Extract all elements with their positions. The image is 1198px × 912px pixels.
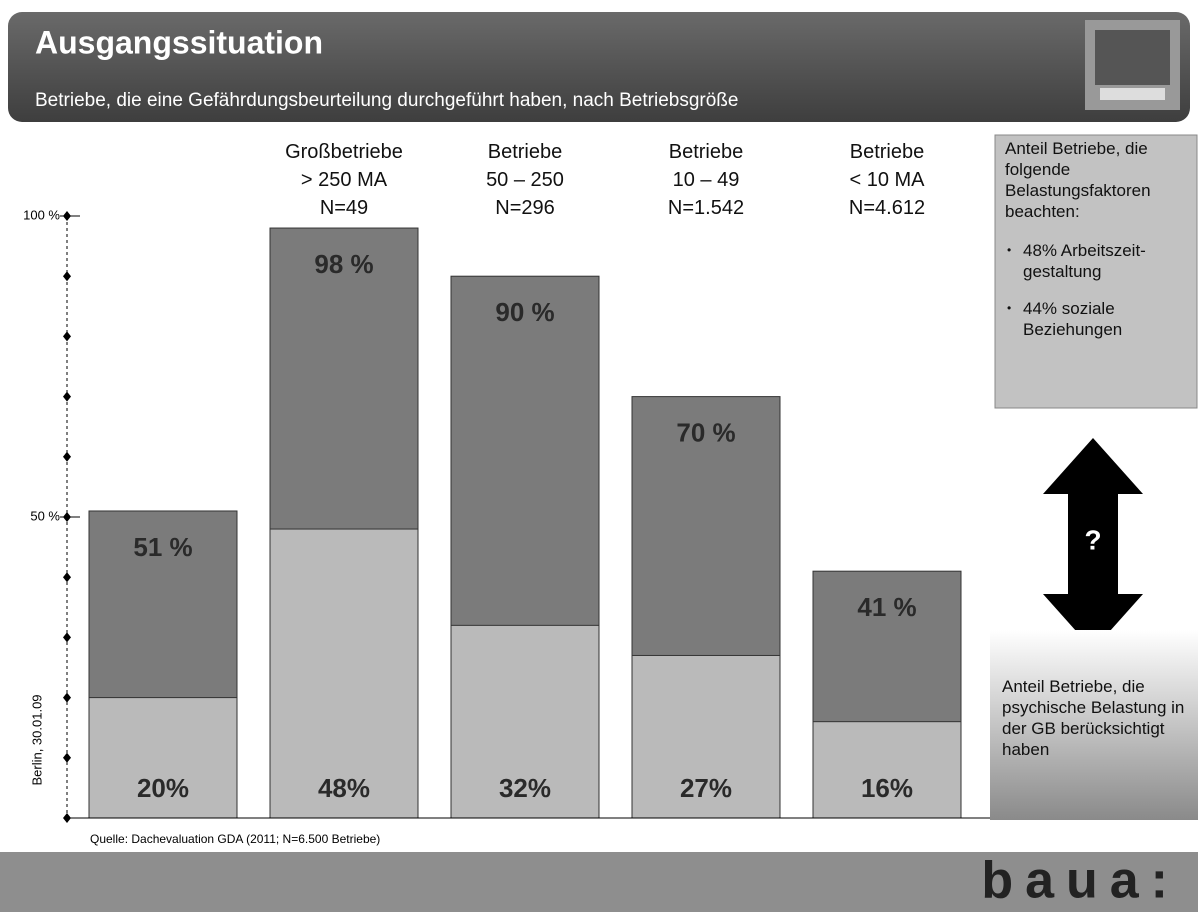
category-label: Betriebe 10 – 49 N=1.542 bbox=[616, 138, 796, 222]
subtitle: Betriebe, die eine Gefährdungsbeurteilun… bbox=[35, 90, 738, 111]
category-label: Betriebe < 10 MA N=4.612 bbox=[797, 138, 977, 222]
chart: Ausgangssituation Betriebe, die eine Gef… bbox=[0, 0, 1198, 912]
category-label: Betriebe 50 – 250 N=296 bbox=[435, 138, 615, 222]
slide: Ausgangssituation Betriebe, die eine Gef… bbox=[0, 0, 1198, 912]
y-tick-label: 100 % bbox=[23, 207, 60, 222]
note-text: Anteil Betriebe, die psychische Belastun… bbox=[1002, 676, 1187, 760]
y-tick-label: 50 % bbox=[30, 508, 60, 523]
question-mark: ? bbox=[1084, 524, 1101, 555]
value-label: 51 % bbox=[133, 532, 192, 562]
logo: baua: bbox=[981, 852, 1180, 910]
y-tick-mark bbox=[63, 693, 71, 703]
source: Quelle: Dachevaluation GDA (2011; N=6.50… bbox=[90, 832, 380, 846]
value-label: 90 % bbox=[495, 297, 554, 327]
value-label: 32% bbox=[499, 773, 551, 803]
value-label: 16% bbox=[861, 773, 913, 803]
date: Berlin, 30.01.09 bbox=[29, 694, 44, 785]
value-label: 41 % bbox=[857, 592, 916, 622]
info-list: 48% Arbeitszeit-gestaltung 44% soziale B… bbox=[1005, 240, 1190, 340]
info-bullet: 48% Arbeitszeit-gestaltung bbox=[1023, 240, 1190, 282]
info-heading: Anteil Betriebe, die folgende Belastungs… bbox=[1005, 138, 1190, 222]
value-label: 27% bbox=[680, 773, 732, 803]
y-tick-mark bbox=[63, 632, 71, 642]
header-image-detail bbox=[1100, 88, 1165, 100]
value-label: 70 % bbox=[676, 417, 735, 447]
y-tick-mark bbox=[63, 271, 71, 281]
y-tick-mark bbox=[63, 331, 71, 341]
info-box-text: Anteil Betriebe, die folgende Belastungs… bbox=[1005, 138, 1190, 356]
info-bullet: 44% soziale Beziehungen bbox=[1023, 298, 1190, 340]
bar bbox=[813, 722, 961, 818]
header-image-detail bbox=[1095, 30, 1170, 85]
category-label: Großbetriebe > 250 MA N=49 bbox=[254, 138, 434, 222]
y-tick-mark bbox=[63, 753, 71, 763]
value-label: 98 % bbox=[314, 249, 373, 279]
y-tick-mark bbox=[63, 572, 71, 582]
value-label: 20% bbox=[137, 773, 189, 803]
title: Ausgangssituation bbox=[35, 24, 323, 60]
y-tick-mark bbox=[63, 392, 71, 402]
value-label: 48% bbox=[318, 773, 370, 803]
y-tick-mark bbox=[63, 452, 71, 462]
